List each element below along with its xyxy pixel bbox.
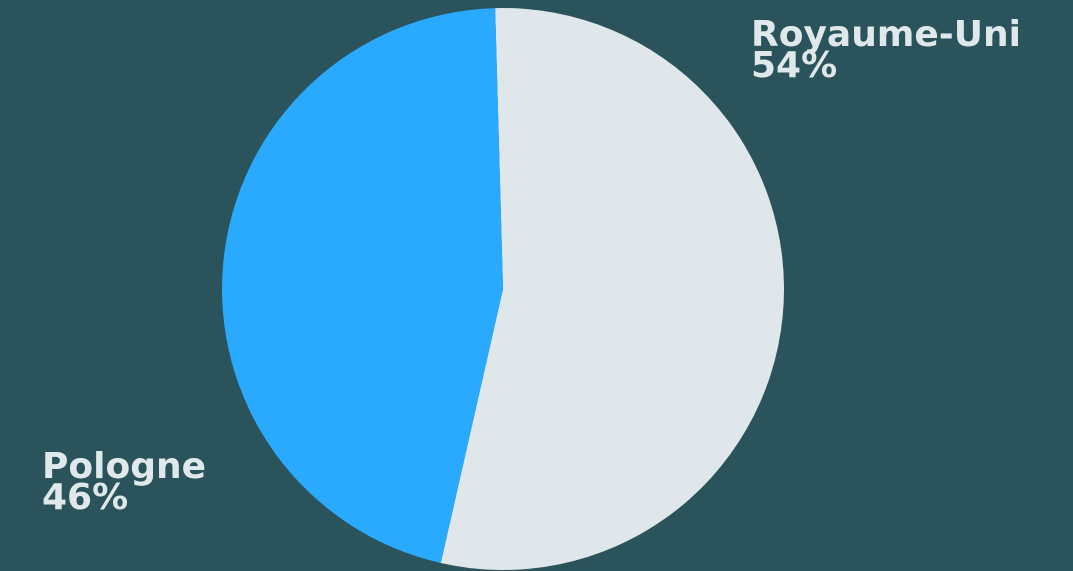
slice-label-royaume-uni-value: 54% <box>751 45 838 86</box>
slice-label-royaume-uni: Royaume-Uni 54% <box>751 14 1021 86</box>
slice-label-royaume-uni-name: Royaume-Uni <box>751 14 1021 55</box>
slice-label-pologne-value: 46% <box>42 477 129 518</box>
pie-slice-royaume-uni <box>440 7 785 570</box>
slice-label-pologne: Pologne 46% <box>42 446 207 518</box>
slice-label-pologne-name: Pologne <box>42 446 207 487</box>
pie-slice-pologne <box>222 8 503 564</box>
